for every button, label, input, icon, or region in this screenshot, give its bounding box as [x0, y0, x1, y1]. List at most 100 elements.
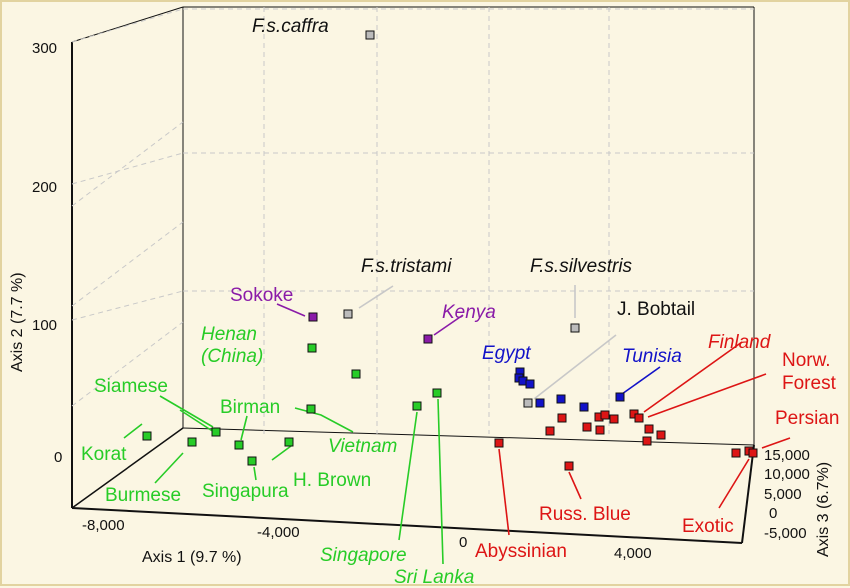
- y-tick-label: 100: [32, 317, 57, 334]
- point-label-jbobtail: J. Bobtail: [617, 299, 695, 320]
- axis3-label: Axis 3 (6.7%): [815, 462, 832, 557]
- data-point-western: [557, 413, 567, 423]
- z-tick-label: 0: [769, 505, 777, 522]
- data-point-asian: [284, 437, 294, 447]
- x-tick-label: -4,000: [257, 524, 300, 541]
- data-point-asian: [307, 343, 317, 353]
- point-label-burmese: Burmese: [105, 485, 181, 506]
- y-tick-label: 200: [32, 179, 57, 196]
- data-point-med: [615, 392, 625, 402]
- z-tick-label: -5,000: [764, 525, 807, 542]
- leader-line: [240, 415, 248, 441]
- grid-diag-side: [71, 221, 184, 307]
- leader-line: [159, 395, 214, 428]
- leader-line: [647, 373, 767, 418]
- point-label-kenya: Kenya: [442, 302, 496, 323]
- point-label-sokoke: Sokoke: [230, 285, 293, 306]
- point-label-singapore: Singapore: [320, 545, 407, 566]
- point-label-srilanka: Sri Lanka: [394, 567, 474, 588]
- data-point-asian: [351, 369, 361, 379]
- z-tick-label: 5,000: [764, 486, 802, 503]
- leader-line: [761, 437, 791, 449]
- data-point-asian: [306, 404, 316, 414]
- data-point-western: [564, 461, 574, 471]
- point-label-hbrown: H. Brown: [293, 470, 371, 491]
- data-point-western: [731, 448, 741, 458]
- point-label-caffra: F.s.caffra: [252, 16, 329, 37]
- data-point-med: [556, 394, 566, 404]
- data-point-western: [748, 448, 758, 458]
- point-label-egypt: Egypt: [482, 343, 531, 364]
- leader-line: [179, 409, 218, 435]
- leader-line: [498, 448, 510, 536]
- leader-line: [154, 452, 184, 484]
- data-point-med: [535, 398, 545, 408]
- data-point-asian: [412, 401, 422, 411]
- leader-line: [568, 471, 582, 500]
- leader-line: [398, 411, 418, 541]
- point-label-silvestris: F.s.silvestris: [530, 256, 633, 277]
- axis1-label: Axis 1 (9.7 %): [142, 549, 242, 566]
- data-point-western: [582, 422, 592, 432]
- point-label-singapura: Singapura: [202, 481, 289, 502]
- data-point-kenya_sokoke: [423, 334, 433, 344]
- data-point-asian: [432, 388, 442, 398]
- data-point-western: [595, 425, 605, 435]
- data-point-med: [525, 379, 535, 389]
- data-point-wild: [570, 323, 580, 333]
- z-tick-label: 15,000: [764, 447, 810, 464]
- point-label-henan2: (China): [201, 346, 263, 367]
- leader-line: [253, 466, 257, 481]
- data-point-western: [609, 414, 619, 424]
- point-label-abyssinian: Abyssinian: [475, 541, 567, 562]
- x-tick-label: 4,000: [614, 545, 652, 562]
- data-point-asian: [234, 440, 244, 450]
- x-tick-label: 0: [459, 534, 467, 551]
- x-tick-label: -8,000: [82, 517, 125, 534]
- point-label-korat: Korat: [81, 444, 127, 465]
- axis2-label: Axis 2 (7.7 %): [9, 272, 26, 372]
- tick-labels: -8,000 -4,000 0 4,000 300 200 100 0 15,000 10,000…: [32, 40, 810, 562]
- leader-line: [621, 366, 661, 395]
- data-point-med: [579, 402, 589, 412]
- leader-line: [533, 334, 617, 400]
- leader-line: [123, 423, 143, 439]
- data-point-wild: [365, 30, 375, 40]
- data-point-asian: [142, 431, 152, 441]
- leader-line: [437, 398, 444, 565]
- point-label-exotic: Exotic: [682, 516, 734, 537]
- point-label-henan1: Henan: [201, 324, 257, 345]
- data-point-western: [545, 426, 555, 436]
- leader-line: [276, 303, 306, 317]
- data-point-asian: [211, 427, 221, 437]
- data-point-western: [634, 413, 644, 423]
- leader-line: [433, 314, 464, 336]
- point-labels: F.s.caffra F.s.tristami F.s.silvestris J. B…: [81, 16, 839, 588]
- point-label-vietnam: Vietnam: [328, 436, 397, 457]
- data-point-western: [600, 410, 610, 420]
- point-label-norw2: Forest: [782, 373, 837, 394]
- leader-lines: [123, 285, 791, 565]
- point-label-persian: Persian: [775, 408, 839, 429]
- leader-line: [718, 458, 750, 509]
- grid-h-side: [71, 8, 184, 43]
- data-point-western: [644, 424, 654, 434]
- leader-line: [271, 445, 292, 461]
- data-point-western: [642, 436, 652, 446]
- grid-h-side: [71, 290, 184, 321]
- point-label-russ: Russ. Blue: [539, 504, 631, 525]
- data-markers: [142, 30, 758, 471]
- point-label-birman: Birman: [220, 397, 280, 418]
- grid-diag-side: [71, 121, 184, 207]
- data-point-asian: [187, 437, 197, 447]
- point-label-tristami: F.s.tristami: [361, 256, 452, 277]
- y-tick-label: 300: [32, 40, 57, 57]
- gridlines: [71, 7, 754, 434]
- grid-h-side: [71, 152, 184, 185]
- data-point-wild: [523, 398, 533, 408]
- data-point-asian: [247, 456, 257, 466]
- leader-line: [643, 341, 743, 413]
- point-label-siamese: Siamese: [94, 376, 168, 397]
